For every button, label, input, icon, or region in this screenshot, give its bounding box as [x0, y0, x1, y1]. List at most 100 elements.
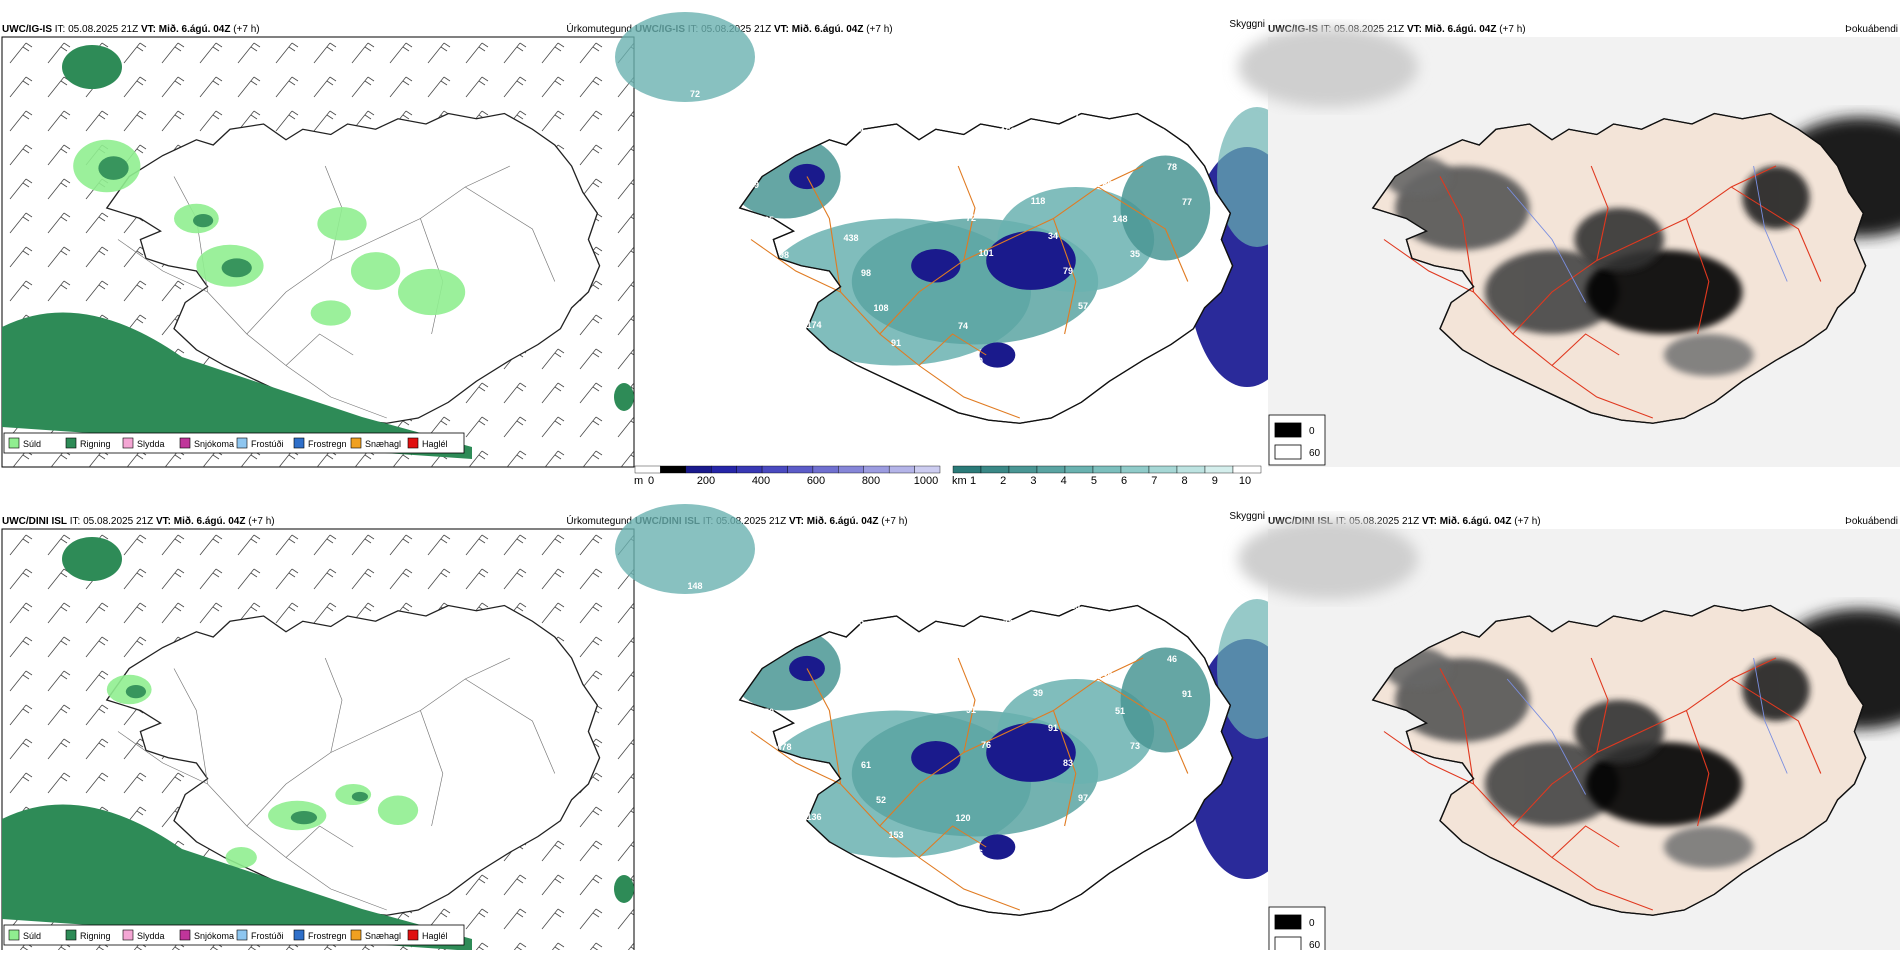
colorbar-tick: 5	[1091, 475, 1097, 487]
precip-legend-swatch	[65, 437, 77, 449]
clouds-panel: UWC/DINI ISL IT: 05.08.2025 21Z VT: Mið.…	[615, 504, 1307, 955]
colorbar-segment	[838, 465, 864, 474]
cloud-base-label: 54	[1175, 846, 1185, 856]
cloud-base-label: 131	[694, 724, 709, 734]
precip-legend-swatch	[407, 929, 419, 941]
precip-legend-swatch	[293, 437, 305, 449]
cloud-base-label: 30	[951, 178, 961, 188]
colorbar-segment	[685, 465, 712, 474]
cloud-base-label: 148	[687, 581, 702, 591]
cloud-base-label: 239	[903, 373, 918, 383]
precip-legend-swatch	[179, 437, 191, 449]
colorbar-segment	[1176, 465, 1206, 474]
cloud-base-label: 98	[779, 250, 789, 260]
precip-map: Súld Rigning Slydda Snjókoma Frostúði Frostre…	[1, 36, 635, 468]
fog-legend-swatch	[1274, 422, 1302, 438]
colorbar-segment	[1092, 465, 1122, 474]
cloud-base-label: 161	[1000, 126, 1015, 136]
cloud-base-label: 79	[712, 759, 722, 769]
precip-legend-swatch	[293, 929, 305, 941]
forecast-row-2: UWC/DINI ISL IT: 05.08.2025 21Z VT: Mið.…	[1, 504, 1900, 955]
cloud-base-label: 72	[1003, 618, 1013, 628]
cloud-base-label: 40	[839, 90, 849, 100]
precip-legend-label: Haglél	[422, 931, 448, 941]
cloud-base-label: 153	[888, 830, 903, 840]
cloud-base-label: 129	[709, 267, 724, 277]
cloud-base-label: 78	[951, 670, 961, 680]
cloud-base-label: 85	[742, 829, 752, 839]
cloud-base-label: 174	[806, 320, 821, 330]
cloud-base-label: 98	[861, 268, 871, 278]
precip-legend-label: Frostúði	[251, 931, 284, 941]
precip-title: Úrkomutegund	[566, 514, 632, 527]
panel-header: UWC/IG-IS IT: 05.08.2025 21Z VT: Mið. 6.…	[2, 23, 260, 35]
precip-legend-label: Frostregn	[308, 439, 347, 449]
precip-legend-label: Snjókoma	[194, 931, 234, 941]
precip-legend-swatch	[236, 437, 248, 449]
precip-legend-swatch	[350, 437, 362, 449]
cloud-base-label: 74	[958, 321, 968, 331]
precip-legend-swatch	[350, 929, 362, 941]
cloud-base-label: 70	[772, 107, 782, 117]
cloud-base-label: 105	[836, 582, 851, 592]
clouds-map: 7281521015776708372798638643034600340411…	[615, 12, 1307, 487]
precip-legend-label: Rigning	[80, 439, 111, 449]
colorbar-tick: 3	[1030, 475, 1036, 487]
colorbar-segment	[812, 465, 839, 474]
colorbar-segment	[736, 465, 763, 474]
clouds-panel: UWC/IG-IS IT: 05.08.2025 21Z VT: Mið. 6.…	[615, 12, 1307, 487]
cloud-base-label: 81	[787, 142, 797, 152]
precip-legend-swatch	[236, 929, 248, 941]
colorbar-tick: 7	[1151, 475, 1157, 487]
cloud-base-label: 168	[694, 232, 709, 242]
cloud-base-label: 70	[764, 707, 774, 717]
fog-legend-swatch	[1274, 444, 1302, 460]
fog-legend-label: 60	[1309, 448, 1321, 459]
cloud-base-label: 57	[1078, 301, 1088, 311]
cloud-base-label: 57	[727, 794, 737, 804]
panel-header: UWC/DINI ISL IT: 05.08.2025 21Z VT: Mið.…	[2, 515, 275, 527]
cloud-base-label: 109	[1052, 374, 1067, 384]
cloud-base-label: 36	[921, 108, 931, 118]
precip-map: Súld Rigning Slydda Snjókoma Frostúði Frostre…	[1, 528, 635, 955]
precip-legend-label: Slydda	[137, 931, 165, 941]
cloud-base-label: 41	[936, 143, 946, 153]
clouds-title: Skyggni	[1229, 19, 1265, 30]
clouds-title: Skyggni	[1229, 511, 1265, 522]
colorbar-tick: 1000	[914, 475, 938, 487]
cloud-base-label: 03	[742, 337, 752, 347]
colorbar-unit: km	[952, 475, 967, 487]
colorbar-unit: m	[634, 475, 643, 487]
precip-legend-swatch	[122, 929, 134, 941]
fog-legend-label: 0	[1309, 918, 1315, 929]
precip-legend-swatch	[8, 437, 20, 449]
fog-map: 0 60	[1238, 27, 1900, 467]
cloud-base-label: 49	[824, 355, 834, 365]
cloud-base-label: 39	[727, 302, 737, 312]
precip-title: Úrkomutegund	[566, 22, 632, 35]
cloud-base-label: 126	[985, 91, 1000, 101]
forecast-row-1: UWC/IG-IS IT: 05.08.2025 21Z VT: Mið. 6.…	[1, 12, 1900, 487]
cloud-base-label: 29	[772, 599, 782, 609]
cloud-base-label: 48	[1018, 653, 1028, 663]
cloud-base-label: 91	[1182, 689, 1192, 699]
cloud-base-label: 135	[1097, 671, 1112, 681]
colorbar-segment	[980, 465, 1010, 474]
cloud-base-label: 85	[854, 617, 864, 627]
precip-legend-label: Slydda	[137, 439, 165, 449]
cloud-base-label: 61	[861, 760, 871, 770]
cloud-base-label: 64	[854, 125, 864, 135]
cloud-base-label: 77	[1070, 109, 1080, 119]
fog-legend: 0 60	[1268, 906, 1326, 955]
visibility-scale-colorbar: km 1 2 3 4 5 6 7 8 9 10	[952, 465, 1262, 487]
cloud-base-label: 51	[1115, 706, 1125, 716]
precip-legend-label: Súld	[23, 931, 41, 941]
cloud-base-label: 91	[966, 705, 976, 715]
cloud-base-label: 136	[806, 812, 821, 822]
precip-legend-swatch	[179, 929, 191, 941]
cloud-base-label: 22	[1018, 161, 1028, 171]
cloud-base-label: 52	[884, 195, 894, 205]
cloud-base-label: 167	[918, 600, 933, 610]
cloud-base-label: 117	[822, 847, 837, 857]
cloud-base-label: 75	[936, 635, 946, 645]
